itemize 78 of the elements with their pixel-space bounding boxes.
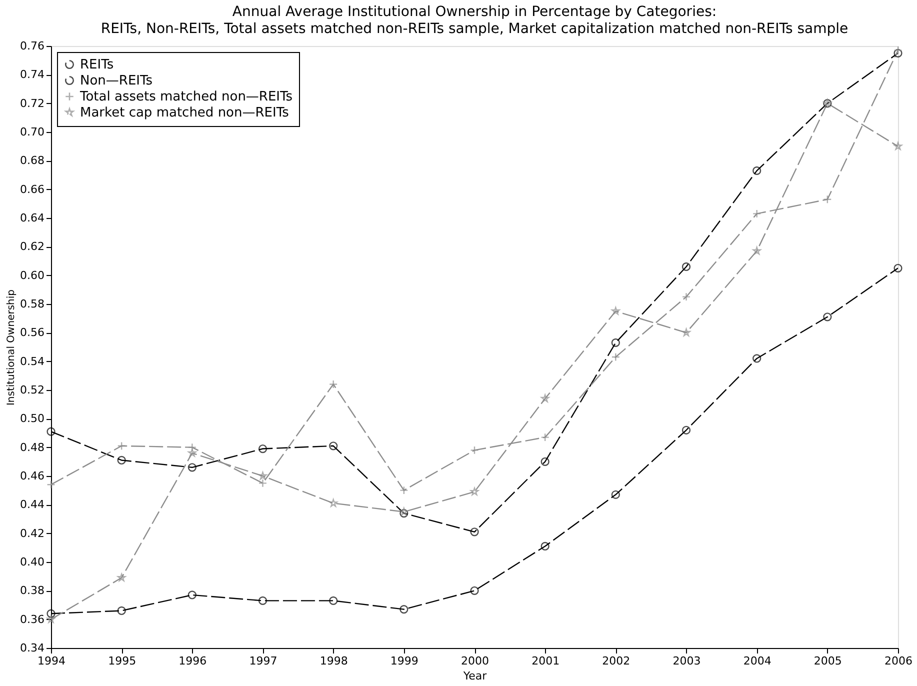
point	[470, 528, 479, 536]
point	[611, 352, 620, 362]
point	[329, 498, 338, 507]
y-tick-label: 0.52	[20, 384, 44, 396]
y-tick-label: 0.64	[20, 212, 44, 224]
x-tick-label: 2004	[743, 654, 772, 668]
y-tick-label: 0.36	[20, 612, 44, 626]
x-tick-label: 1998	[320, 654, 348, 668]
point	[329, 442, 338, 450]
x-tick-label: 2005	[814, 654, 842, 668]
legend-label: Total assets matched non—REITs	[79, 90, 293, 104]
legend-label: REITs	[80, 58, 114, 72]
x-tick-label: 2001	[532, 654, 560, 668]
point	[682, 426, 691, 434]
point	[188, 448, 196, 457]
point	[400, 508, 408, 518]
point	[46, 609, 56, 618]
point	[540, 394, 550, 402]
y-axis-title: Institutional Ownership	[6, 289, 18, 406]
y-tick-label: 0.40	[20, 556, 44, 568]
point	[258, 472, 267, 480]
y-tick-label: 0.42	[20, 526, 44, 540]
point	[752, 354, 762, 363]
y-tick-label: 0.46	[20, 470, 44, 482]
point	[188, 590, 196, 600]
y-tick-label: 0.54	[20, 354, 44, 368]
point	[682, 328, 690, 336]
y-tick-label: 0.60	[20, 268, 44, 282]
point	[329, 596, 338, 605]
point	[612, 306, 620, 315]
point	[823, 312, 832, 322]
legend-label: Non—REITs	[80, 74, 153, 88]
point	[470, 487, 479, 496]
y-tick-label: 0.44	[20, 498, 44, 512]
x-tick-label: 2000	[461, 654, 489, 668]
point	[540, 542, 550, 551]
point	[46, 427, 56, 436]
point	[540, 457, 550, 466]
y-tick-label: 0.50	[20, 412, 44, 426]
y-tick-label: 0.74	[20, 68, 44, 82]
y-tick-label: 0.56	[20, 326, 44, 340]
point	[611, 338, 620, 347]
y-tick-label: 0.58	[20, 298, 44, 310]
point	[894, 264, 902, 272]
y-tick-label: 0.62	[20, 240, 44, 254]
x-tick-label: 1995	[108, 654, 136, 668]
point	[894, 48, 902, 58]
y-tick-label: 0.34	[20, 642, 44, 654]
point	[117, 573, 126, 582]
x-tick-label: 1994	[38, 654, 66, 668]
point	[117, 606, 126, 616]
y-tick-label: 0.68	[20, 154, 44, 168]
y-tick-label: 0.76	[20, 40, 44, 52]
chart-subtitle: REITs, Non-REITs, Total assets matched non-REITs sample, Market capitalization matched non-REITs sample	[100, 21, 848, 37]
point	[46, 480, 56, 489]
x-tick-label: 1997	[249, 654, 278, 668]
point	[470, 586, 479, 595]
point	[258, 444, 268, 454]
x-axis-title: Year	[462, 670, 488, 682]
point	[611, 490, 620, 499]
y-tick-label: 0.72	[20, 96, 44, 110]
x-tick-label: 2006	[884, 654, 912, 668]
point	[752, 166, 762, 175]
y-tick-label: 0.70	[20, 126, 44, 138]
point	[400, 605, 408, 614]
y-tick-label: 0.66	[20, 182, 44, 196]
legend-label: Market cap matched non—REITs	[80, 106, 290, 120]
point	[258, 596, 268, 605]
chart-title: Annual Average Institutional Ownership in Percentage by Categories:	[232, 4, 717, 20]
x-tick-label: 2003	[672, 654, 701, 668]
y-tick-label: 0.48	[20, 440, 44, 454]
x-tick-label: 1996	[178, 654, 207, 668]
point	[682, 262, 691, 272]
point	[188, 463, 196, 472]
x-tick-label: 1999	[390, 654, 418, 668]
point	[117, 456, 126, 465]
x-tick-label: 2002	[602, 654, 630, 668]
y-tick-label: 0.38	[20, 584, 44, 598]
